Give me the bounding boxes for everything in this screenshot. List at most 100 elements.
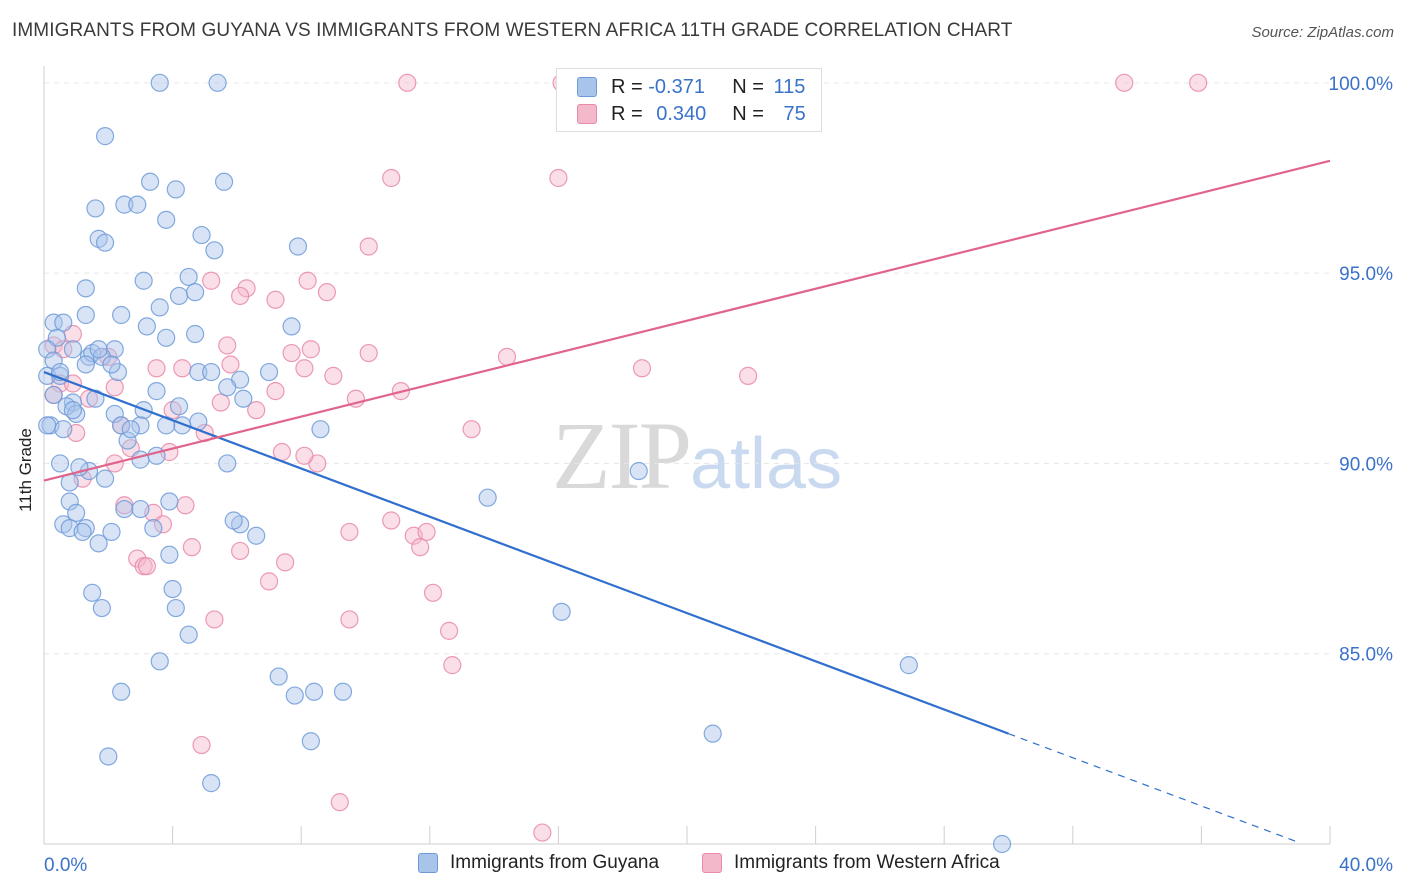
point-guyana (108, 362, 128, 382)
point-western-africa (411, 538, 430, 557)
point-guyana (131, 416, 150, 435)
point-guyana (214, 172, 234, 191)
y-tick-label: 90.0% (1339, 454, 1393, 475)
point-western-africa (173, 359, 192, 378)
y-tick-label: 100.0% (1329, 74, 1394, 95)
point-guyana (44, 313, 63, 332)
watermark-atlas: atlas (690, 424, 843, 504)
legend-n-label: N = (732, 75, 764, 98)
point-guyana (234, 389, 253, 408)
point-guyana (44, 351, 63, 370)
point-western-africa (549, 168, 568, 188)
point-guyana (163, 579, 182, 599)
point-guyana (121, 420, 140, 439)
point-guyana (192, 225, 211, 245)
point-guyana (131, 499, 150, 519)
point-western-africa (192, 735, 211, 755)
point-guyana (247, 526, 266, 545)
point-guyana (60, 492, 79, 511)
point-guyana (63, 401, 83, 420)
point-guyana (73, 522, 92, 542)
point-guyana (333, 682, 353, 701)
point-guyana (89, 534, 108, 553)
point-western-africa (359, 237, 378, 256)
point-guyana (38, 416, 57, 435)
point-guyana (112, 682, 131, 701)
legend-swatch-pink (577, 104, 597, 124)
point-western-africa (247, 401, 266, 420)
point-guyana (99, 747, 118, 766)
point-western-africa (231, 286, 250, 306)
watermark-zip: ZIP (552, 402, 692, 509)
point-guyana (38, 340, 57, 359)
point-guyana (89, 340, 108, 359)
point-western-africa (282, 343, 301, 363)
point-western-africa (276, 553, 295, 572)
legend-r-value: -0.371 (648, 75, 705, 98)
point-guyana (478, 488, 497, 507)
point-guyana (166, 598, 185, 618)
point-western-africa (340, 522, 359, 542)
point-western-africa (147, 359, 166, 378)
point-guyana (134, 271, 153, 290)
point-western-africa (105, 378, 124, 397)
point-guyana (259, 362, 279, 382)
point-guyana (54, 420, 73, 439)
point-guyana (218, 454, 237, 473)
point-guyana (304, 682, 324, 701)
point-western-africa (298, 271, 317, 290)
point-guyana (208, 73, 227, 92)
point-western-africa (128, 549, 147, 568)
legend-swatch-blue (577, 77, 597, 97)
point-guyana (95, 127, 115, 146)
point-western-africa (137, 557, 156, 576)
point-western-africa (205, 610, 224, 629)
point-western-africa (218, 336, 237, 355)
point-guyana (703, 724, 722, 743)
trendline-guyana (43, 371, 1009, 735)
point-guyana (189, 362, 208, 382)
legend-n-value: 115 (773, 75, 806, 98)
point-guyana (160, 545, 179, 564)
bottom-legend-label: Immigrants from Guyana (450, 852, 660, 873)
point-guyana (67, 503, 86, 522)
point-guyana (140, 172, 160, 191)
point-western-africa (1189, 73, 1208, 92)
point-guyana (205, 241, 224, 260)
legend-row-guyana: R = -0.371 N = 115 (577, 74, 805, 100)
source-label: Source: ZipAtlas.com (1251, 24, 1394, 41)
point-western-africa (295, 359, 314, 378)
point-guyana (160, 492, 179, 511)
point-western-africa (266, 382, 285, 401)
bottom-legend-guyana: Immigrants from Guyana (418, 852, 659, 874)
point-guyana (83, 583, 102, 602)
point-guyana (118, 431, 137, 450)
point-guyana (102, 355, 121, 374)
point-guyana (224, 511, 243, 530)
point-guyana (147, 446, 166, 465)
bottom-legend-western-africa: Immigrants from Western Africa (702, 852, 1000, 874)
point-western-africa (202, 271, 221, 290)
point-guyana (186, 324, 205, 344)
point-western-africa (259, 572, 279, 591)
point-western-africa (398, 73, 417, 92)
x-tick-label: 0.0% (44, 855, 87, 876)
point-guyana (629, 461, 648, 481)
point-guyana (166, 180, 185, 199)
point-guyana (179, 625, 198, 644)
point-guyana (311, 420, 330, 439)
point-western-africa (317, 283, 337, 302)
point-western-africa (176, 496, 195, 515)
point-western-africa (533, 823, 552, 842)
point-guyana (102, 522, 121, 542)
legend-row-western-africa: R = 0.340 N = 75 (577, 101, 806, 127)
point-western-africa (423, 583, 443, 602)
point-guyana (50, 454, 70, 473)
legend-r-value: 0.340 (656, 102, 707, 125)
point-guyana (186, 283, 205, 302)
legend-n-value: 75 (783, 102, 806, 125)
point-guyana (86, 199, 105, 218)
legend-r-label: R = (611, 102, 643, 125)
point-western-africa (266, 290, 285, 309)
point-western-africa (1115, 73, 1134, 92)
